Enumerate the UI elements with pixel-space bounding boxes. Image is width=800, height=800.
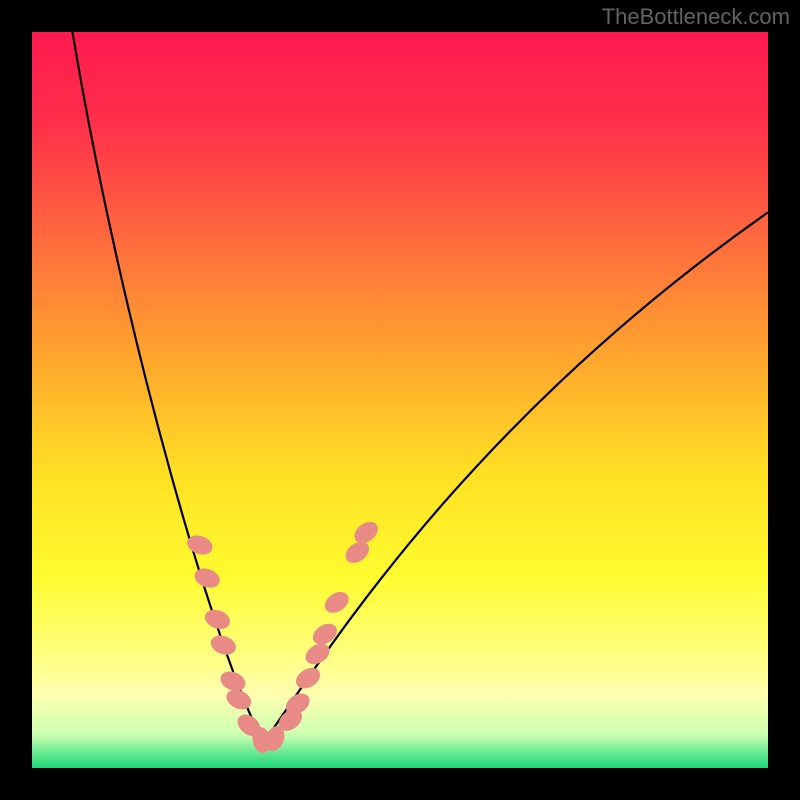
gradient-background — [32, 32, 768, 768]
curve-svg — [32, 32, 768, 768]
plot-area — [32, 32, 768, 768]
watermark-text: TheBottleneck.com — [602, 4, 790, 30]
chart-container: TheBottleneck.com — [0, 0, 800, 800]
